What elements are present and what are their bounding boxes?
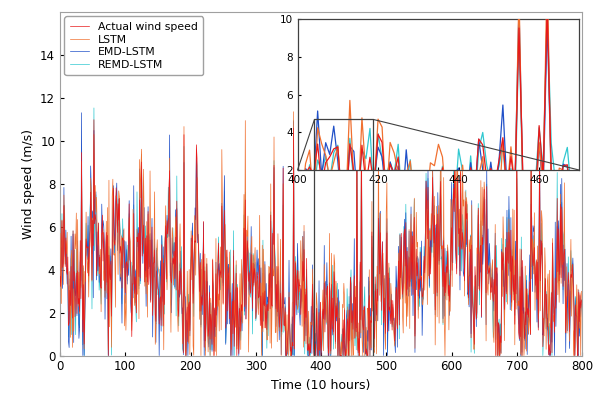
EMD-LSTM — [390, 318, 397, 323]
LSTM — [390, 326, 397, 330]
EMD-LSTM — [506, 307, 514, 312]
Actual wind speed — [578, 298, 585, 303]
EMD-LSTM — [79, 353, 86, 358]
REMD-LSTM — [56, 293, 64, 298]
Actual wind speed — [104, 353, 112, 358]
EMD-LSTM — [578, 297, 585, 302]
LSTM — [506, 292, 514, 297]
LSTM — [88, 279, 95, 284]
REMD-LSTM — [453, 259, 460, 264]
Y-axis label: Wind speed (m/s): Wind speed (m/s) — [22, 129, 35, 239]
REMD-LSTM — [80, 353, 88, 358]
X-axis label: Time (10 hours): Time (10 hours) — [271, 379, 371, 392]
LSTM — [374, 318, 382, 323]
Actual wind speed — [91, 117, 98, 122]
Actual wind speed — [361, 305, 368, 310]
REMD-LSTM — [506, 244, 514, 249]
Actual wind speed — [506, 269, 514, 274]
REMD-LSTM — [578, 302, 585, 307]
EMD-LSTM — [89, 295, 97, 300]
REMD-LSTM — [390, 323, 397, 328]
REMD-LSTM — [374, 287, 382, 292]
Line: REMD-LSTM: REMD-LSTM — [60, 108, 581, 356]
REMD-LSTM — [91, 105, 98, 110]
Actual wind speed — [88, 278, 95, 282]
Line: EMD-LSTM: EMD-LSTM — [60, 113, 581, 356]
LSTM — [358, 80, 365, 85]
Actual wind speed — [390, 311, 397, 316]
Line: Actual wind speed: Actual wind speed — [60, 120, 581, 356]
EMD-LSTM — [374, 318, 382, 323]
EMD-LSTM — [453, 266, 460, 271]
Bar — [314, 120, 373, 356]
Actual wind speed — [56, 274, 64, 279]
Actual wind speed — [374, 299, 382, 303]
EMD-LSTM — [78, 110, 85, 115]
LSTM — [453, 258, 460, 263]
EMD-LSTM — [361, 303, 368, 308]
EMD-LSTM — [56, 257, 64, 261]
LSTM — [182, 353, 190, 358]
Line: LSTM: LSTM — [60, 82, 581, 356]
LSTM — [361, 310, 368, 315]
Actual wind speed — [453, 271, 460, 276]
REMD-LSTM — [89, 210, 96, 215]
LSTM — [578, 289, 585, 294]
Legend: Actual wind speed, LSTM, EMD-LSTM, REMD-LSTM: Actual wind speed, LSTM, EMD-LSTM, REMD-… — [64, 17, 203, 76]
REMD-LSTM — [361, 301, 368, 305]
LSTM — [56, 231, 64, 236]
